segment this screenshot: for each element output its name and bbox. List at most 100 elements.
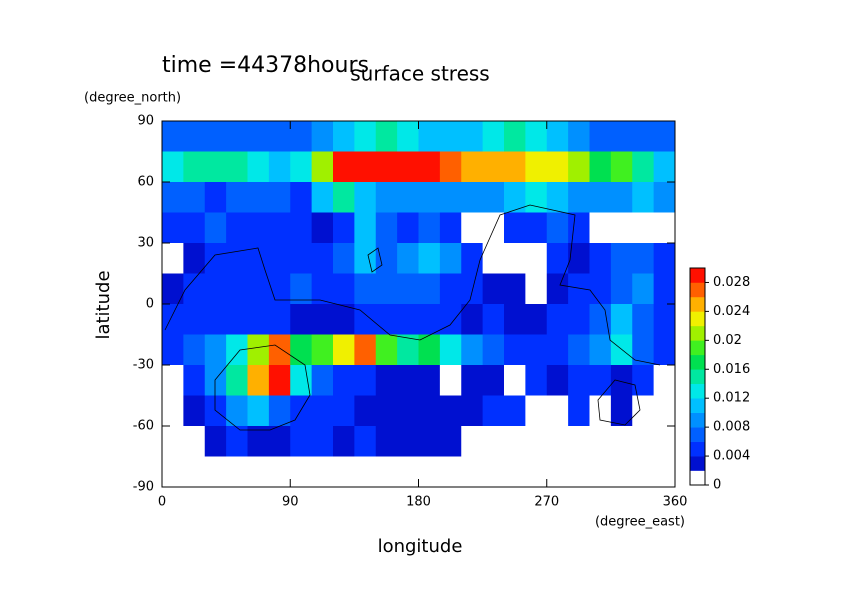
- cell: [268, 426, 291, 457]
- cell: [546, 365, 569, 396]
- cell: [204, 243, 227, 274]
- cell: [290, 151, 313, 183]
- cell: [247, 395, 270, 427]
- cell: [589, 243, 612, 274]
- cell: [461, 334, 484, 366]
- cell: [162, 182, 184, 213]
- cell: [311, 395, 334, 427]
- cell: [482, 182, 505, 213]
- cell: [546, 334, 569, 366]
- cell: [439, 395, 462, 427]
- cell: [610, 395, 633, 427]
- cell: [268, 182, 291, 213]
- cell: [204, 456, 227, 488]
- cell: [204, 334, 227, 366]
- cell: [504, 273, 526, 305]
- colorbar-swatch: [690, 456, 705, 471]
- cell: [290, 334, 313, 366]
- cell: [653, 273, 676, 305]
- cell: [653, 334, 676, 366]
- colorbar-tick-label: 0.004: [713, 449, 750, 464]
- cell: [653, 395, 676, 427]
- cell: [226, 273, 248, 305]
- cell: [653, 426, 676, 457]
- cell: [204, 304, 227, 335]
- cell: [247, 273, 270, 305]
- cell: [568, 121, 590, 152]
- colorbar-swatch: [690, 282, 705, 298]
- cell: [354, 243, 377, 274]
- colorbar-swatch: [690, 427, 705, 442]
- y-tick-label: 60: [137, 175, 154, 190]
- field: [162, 121, 676, 488]
- cell: [439, 182, 462, 213]
- cell: [589, 304, 612, 335]
- cell: [311, 426, 334, 457]
- cell: [311, 212, 334, 244]
- cell: [418, 304, 441, 335]
- y-unit: (degree_north): [84, 91, 181, 106]
- cell: [204, 273, 227, 305]
- cell: [397, 426, 419, 457]
- cell: [226, 304, 248, 335]
- cell: [354, 151, 377, 183]
- cell: [653, 151, 676, 183]
- cell: [504, 182, 526, 213]
- cell: [226, 456, 248, 488]
- colorbar-swatch: [690, 369, 705, 385]
- cell: [461, 456, 484, 488]
- cell: [226, 426, 248, 457]
- cell: [610, 365, 633, 396]
- cell: [204, 182, 227, 213]
- cell: [290, 456, 313, 488]
- cell: [461, 182, 484, 213]
- cell: [589, 151, 612, 183]
- cell: [632, 426, 655, 457]
- cell: [546, 273, 569, 305]
- cell: [333, 395, 355, 427]
- cell: [375, 365, 398, 396]
- cell: [247, 365, 270, 396]
- cell: [290, 426, 313, 457]
- cell: [632, 182, 655, 213]
- cell: [268, 273, 291, 305]
- cell: [183, 182, 206, 213]
- cell: [375, 212, 398, 244]
- cell: [653, 365, 676, 396]
- cell: [311, 121, 334, 152]
- cell: [504, 334, 526, 366]
- cell: [183, 243, 206, 274]
- cell: [568, 426, 590, 457]
- cell: [589, 273, 612, 305]
- cell: [632, 243, 655, 274]
- cell: [247, 212, 270, 244]
- cell: [311, 151, 334, 183]
- cell: [290, 365, 313, 396]
- cell: [354, 334, 377, 366]
- cell: [589, 395, 612, 427]
- cell: [482, 243, 505, 274]
- cell: [589, 365, 612, 396]
- cell: [504, 243, 526, 274]
- cell: [546, 121, 569, 152]
- cell: [397, 395, 419, 427]
- cell: [461, 304, 484, 335]
- cell: [375, 243, 398, 274]
- cell: [354, 121, 377, 152]
- x-tick-label: 90: [282, 495, 299, 510]
- cell: [525, 334, 548, 366]
- cell: [290, 273, 313, 305]
- cell: [183, 365, 206, 396]
- cell: [311, 182, 334, 213]
- cell: [333, 151, 355, 183]
- cell: [482, 334, 505, 366]
- cell: [375, 273, 398, 305]
- cell: [226, 121, 248, 152]
- cell: [333, 243, 355, 274]
- cell: [653, 304, 676, 335]
- cell: [439, 243, 462, 274]
- cell: [418, 334, 441, 366]
- cell: [247, 151, 270, 183]
- cell: [204, 212, 227, 244]
